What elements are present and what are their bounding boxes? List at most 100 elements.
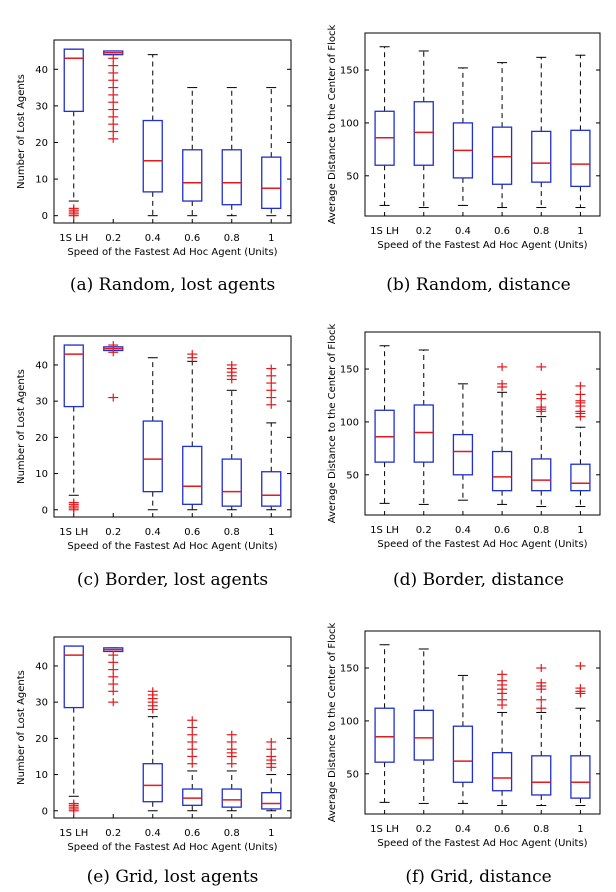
outlier-marker [266, 737, 277, 746]
x-tick-label: 0.8 [533, 824, 549, 835]
outlier-marker [266, 379, 277, 388]
box-1 [570, 381, 591, 508]
outlier-marker [575, 390, 586, 399]
box-1 [570, 661, 591, 807]
box-1 [261, 87, 282, 217]
x-axis-label: Speed of the Fastest Ad Hoc Agent (Units… [377, 240, 587, 251]
box-1S LH [63, 48, 84, 220]
box-0.2 [413, 50, 434, 209]
y-tick-label: 100 [340, 716, 359, 727]
outlier-marker [266, 371, 277, 380]
iqr-box [413, 709, 434, 761]
x-tick-label: 0.8 [224, 233, 240, 244]
x-tick-label: 0.8 [533, 525, 549, 536]
box-0.4 [142, 687, 163, 812]
y-tick-label: 100 [340, 417, 359, 428]
outlier-marker [108, 698, 119, 707]
panel-4: 50 100 150 1S LH 0.2 0.4 0.6 0.8 1 Speed of the F… [327, 324, 601, 590]
outlier-marker [187, 759, 198, 768]
outlier-marker [266, 364, 277, 373]
x-tick-label: 1S LH [59, 828, 88, 839]
x-tick-label: 0.4 [455, 525, 471, 536]
iqr-box [142, 763, 163, 803]
box-0.8 [531, 664, 552, 807]
outlier-marker [108, 348, 119, 357]
box-0.2 [103, 341, 124, 402]
y-tick-label: 20 [35, 433, 48, 444]
panel-1: 0 10 20 30 40 1S LH 0.2 0.4 0.6 0.8 1 Speed of the … [16, 39, 292, 295]
iqr-box [142, 420, 163, 493]
outlier-marker [226, 745, 237, 754]
y-tick-label: 10 [35, 175, 48, 186]
box-0.6 [182, 350, 203, 511]
outlier-marker [147, 687, 158, 696]
iqr-box [531, 458, 552, 492]
outlier-marker [108, 341, 119, 350]
iqr-box [221, 458, 242, 507]
outlier-marker [187, 716, 198, 725]
x-tick-label: 0.4 [145, 527, 161, 538]
outlier-marker [497, 362, 508, 371]
box-1S LH [63, 645, 84, 815]
iqr-box [221, 149, 242, 206]
outlier-marker [536, 695, 547, 704]
outlier-marker [266, 393, 277, 402]
iqr-box [261, 792, 282, 810]
iqr-box [413, 101, 434, 166]
outlier-marker [226, 737, 237, 746]
iqr-box [63, 48, 84, 113]
outlier-marker [536, 403, 547, 412]
iqr-box [570, 755, 591, 799]
iqr-box [182, 788, 203, 806]
outlier-marker [108, 61, 119, 70]
plot-frame [53, 335, 292, 518]
outlier-marker [536, 678, 547, 687]
iqr-box [374, 707, 395, 763]
box-0.6 [182, 87, 203, 217]
y-axis-label: Number of Lost Agents [16, 369, 27, 484]
x-tick-label: 0.6 [494, 226, 510, 237]
outlier-marker [187, 737, 198, 746]
outlier-marker [187, 723, 198, 732]
box-0.6 [491, 670, 513, 807]
plot-frame [364, 32, 601, 217]
x-tick-label: 1S LH [59, 233, 88, 244]
outlier-marker [187, 752, 198, 761]
y-tick-label: 10 [35, 469, 48, 480]
box-0.8 [221, 360, 242, 511]
box-1 [261, 364, 282, 511]
x-tick-label: 1S LH [59, 527, 88, 538]
outlier-marker [108, 112, 119, 121]
outlier-marker [108, 105, 119, 114]
outlier-marker [575, 381, 586, 390]
iqr-box [413, 404, 434, 463]
panel-6: 50 100 150 1S LH 0.2 0.4 0.6 0.8 1 Speed of the F… [327, 623, 601, 887]
outlier-marker [187, 745, 198, 754]
outlier-marker [266, 400, 277, 409]
box-0.6 [491, 362, 513, 505]
x-tick-label: 0.6 [494, 525, 510, 536]
x-tick-label: 1S LH [370, 226, 399, 237]
outlier-marker [68, 498, 79, 507]
outlier-marker [108, 393, 119, 402]
outlier-marker [108, 658, 119, 667]
y-tick-label: 30 [35, 397, 48, 408]
x-tick-label: 0.4 [145, 828, 161, 839]
y-tick-label: 40 [35, 661, 48, 672]
iqr-box [531, 755, 552, 796]
outlier-marker [536, 362, 547, 371]
x-axis-label: Speed of the Fastest Ad Hoc Agent (Units… [377, 838, 587, 849]
plot-frame [364, 331, 601, 516]
box-0.8 [531, 56, 552, 209]
iqr-box [182, 445, 203, 505]
x-tick-label: 0.2 [105, 828, 121, 839]
outlier-marker [68, 799, 79, 808]
outlier-marker [108, 76, 119, 85]
outlier-marker [497, 670, 508, 679]
panel-caption: (e) Grid, lost agents [87, 867, 259, 887]
x-tick-label: 0.2 [105, 527, 121, 538]
y-tick-label: 0 [42, 505, 48, 516]
y-tick-label: 20 [35, 138, 48, 149]
y-axis-label: Average Distance to the Center of Flock [327, 623, 338, 823]
